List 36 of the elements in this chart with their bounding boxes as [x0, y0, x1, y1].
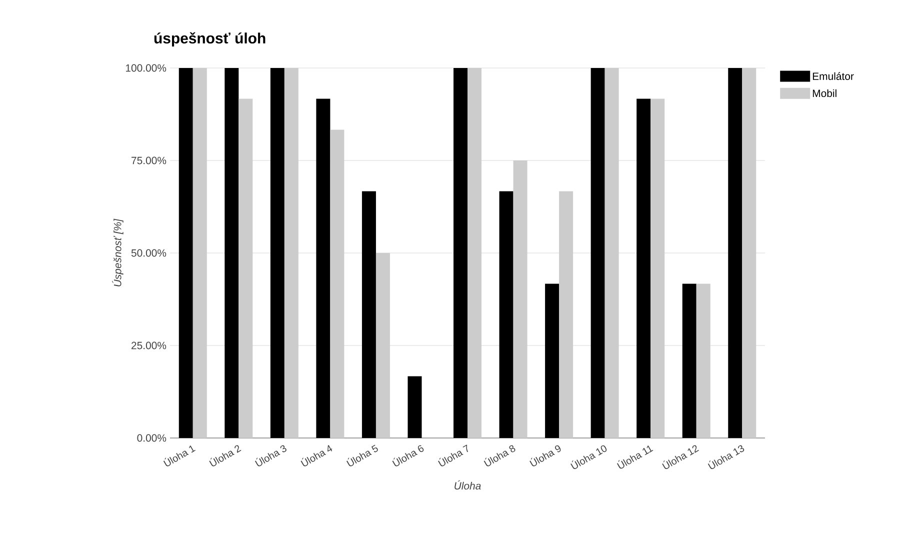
x-tick-label: Úloha 7: [438, 444, 468, 466]
bar: [682, 284, 696, 438]
bar: [636, 98, 651, 438]
bar: [270, 68, 284, 438]
y-tick-label: 25.00%: [132, 342, 166, 350]
bar: [590, 68, 605, 438]
x-tick-label: Úloha 3: [254, 445, 286, 466]
bar: [499, 191, 514, 438]
x-tick-label: Úloha 10: [570, 445, 607, 470]
bar: [224, 68, 239, 438]
chart-title: úspešnosť úloh: [154, 32, 266, 46]
bar: [316, 98, 330, 438]
y-tick-label: 50.00%: [131, 249, 166, 257]
bar: [408, 376, 422, 438]
x-axis-title: Úloha: [454, 480, 481, 490]
y-tick-label: 100.00%: [126, 64, 166, 72]
bar: [362, 191, 376, 438]
y-tick-label: 0.00%: [137, 434, 166, 442]
bar: [178, 68, 193, 438]
x-tick-label: Úloha 4: [300, 444, 332, 466]
legend-label: Emulátor: [812, 72, 854, 80]
x-tick-label: Úloha 11: [616, 445, 654, 469]
x-tick-label: Úloha 5: [346, 444, 378, 466]
bar: [728, 68, 742, 438]
x-tick-label: Úloha 2: [209, 445, 242, 466]
x-tick-label: Úloha 8: [484, 445, 516, 466]
bar: [454, 68, 468, 438]
y-axis-title: Úspešnosť [%]: [112, 218, 124, 286]
x-tick-label: Úloha 1: [163, 445, 196, 466]
bar: [545, 284, 560, 438]
x-tick-label: Úloha 9: [530, 445, 561, 466]
x-tick-label: Úloha 6: [392, 445, 424, 466]
y-tick-label: 75.00%: [132, 156, 166, 164]
legend-label: Mobil: [812, 89, 836, 98]
x-tick-label: Úloha 13: [708, 445, 744, 470]
x-tick-label: Úloha 12: [662, 445, 699, 470]
